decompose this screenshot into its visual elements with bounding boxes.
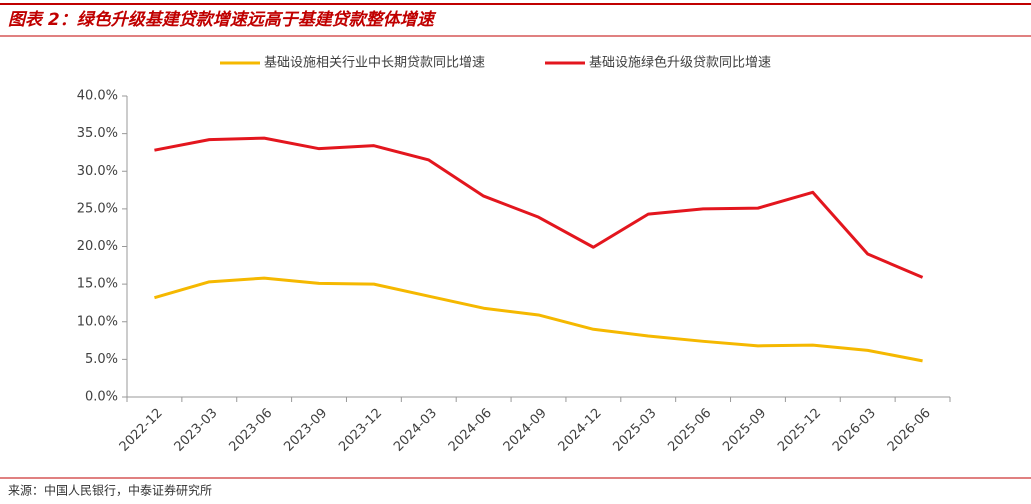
y-tick-label: 40.0%	[77, 89, 118, 104]
x-tick-label: 2025-12	[775, 406, 824, 455]
chart-title: 图表 2：绿色升级基建贷款增速远高于基建贷款整体增速	[8, 10, 437, 30]
legend-label: 基础设施绿色升级贷款同比增速	[589, 55, 771, 71]
x-tick-label: 2023-06	[226, 406, 275, 455]
legend-label: 基础设施相关行业中长期贷款同比增速	[264, 56, 485, 71]
x-tick-label: 2023-12	[336, 406, 385, 455]
y-tick-label: 15.0%	[77, 277, 118, 292]
y-tick-label: 25.0%	[77, 201, 118, 216]
x-tick-label: 2024-12	[556, 406, 605, 455]
series-line	[154, 136, 924, 279]
y-tick-label: 30.0%	[77, 164, 118, 179]
x-tick-label: 2024-09	[501, 406, 550, 455]
x-tick-label: 2025-03	[611, 406, 660, 455]
y-tick-label: 10.0%	[77, 314, 118, 329]
source: 来源：中国人民银行，中泰证券研究所	[8, 483, 212, 498]
x-tick-label: 2025-09	[720, 406, 769, 455]
y-tick-label: 5.0%	[85, 352, 118, 367]
x-tick-label: 2022-12	[117, 406, 166, 455]
x-tick-label: 2023-09	[281, 406, 330, 455]
y-tick-label: 20.0%	[77, 239, 118, 254]
x-tick-label: 2025-06	[665, 406, 714, 455]
x-tick-label: 2024-06	[446, 406, 495, 455]
x-tick-label: 2026-03	[830, 406, 879, 455]
y-tick-label: 0.0%	[85, 390, 118, 405]
y-tick-label: 35.0%	[77, 126, 118, 141]
x-tick-label: 2026-06	[885, 406, 934, 455]
series-line	[154, 276, 923, 363]
x-tick-label: 2024-03	[391, 406, 440, 455]
x-tick-label: 2023-03	[172, 406, 221, 455]
